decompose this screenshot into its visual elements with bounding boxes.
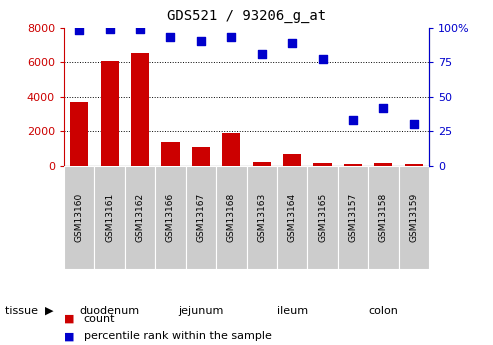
Text: ■: ■	[64, 314, 74, 324]
Point	[380, 105, 387, 110]
Bar	[64, 166, 95, 269]
Point	[106, 26, 113, 32]
Text: GSM13164: GSM13164	[287, 193, 297, 242]
Bar	[307, 166, 338, 269]
Bar	[252, 162, 271, 166]
Text: GSM13159: GSM13159	[409, 193, 418, 242]
Bar	[338, 166, 368, 269]
Bar	[155, 166, 186, 269]
Bar	[368, 166, 398, 269]
Bar	[283, 155, 301, 166]
Bar	[222, 133, 241, 166]
Text: GSM13168: GSM13168	[227, 193, 236, 242]
Bar	[344, 164, 362, 166]
Bar	[131, 53, 149, 166]
Point	[75, 28, 83, 33]
Point	[318, 57, 326, 62]
Text: tissue  ▶: tissue ▶	[5, 306, 53, 315]
Bar	[101, 61, 119, 166]
Bar	[125, 166, 155, 269]
Bar	[314, 163, 332, 166]
Bar	[186, 166, 216, 269]
Text: colon: colon	[368, 306, 398, 315]
Text: percentile rank within the sample: percentile rank within the sample	[84, 332, 272, 341]
Point	[258, 51, 266, 57]
Text: GSM13157: GSM13157	[349, 193, 357, 242]
Point	[349, 117, 357, 123]
Point	[167, 34, 175, 40]
Bar	[398, 166, 429, 269]
Bar	[192, 148, 210, 166]
Text: GSM13161: GSM13161	[105, 193, 114, 242]
Text: GSM13160: GSM13160	[75, 193, 84, 242]
Text: ileum: ileum	[277, 306, 308, 315]
Bar	[246, 166, 277, 269]
Bar	[161, 142, 179, 166]
Bar	[405, 164, 423, 166]
Text: ■: ■	[64, 332, 74, 341]
Bar	[70, 102, 88, 166]
Point	[410, 121, 418, 127]
Text: GDS521 / 93206_g_at: GDS521 / 93206_g_at	[167, 9, 326, 23]
Point	[136, 26, 144, 32]
Text: GSM13158: GSM13158	[379, 193, 388, 242]
Bar	[277, 166, 307, 269]
Text: GSM13165: GSM13165	[318, 193, 327, 242]
Bar	[374, 163, 392, 166]
Text: duodenum: duodenum	[80, 306, 140, 315]
Bar	[216, 166, 246, 269]
Text: count: count	[84, 314, 115, 324]
Text: GSM13167: GSM13167	[196, 193, 206, 242]
Point	[197, 39, 205, 44]
Point	[227, 34, 235, 40]
Bar	[95, 166, 125, 269]
Text: GSM13163: GSM13163	[257, 193, 266, 242]
Text: GSM13166: GSM13166	[166, 193, 175, 242]
Text: GSM13162: GSM13162	[136, 193, 144, 242]
Text: jejunum: jejunum	[178, 306, 224, 315]
Point	[288, 40, 296, 46]
